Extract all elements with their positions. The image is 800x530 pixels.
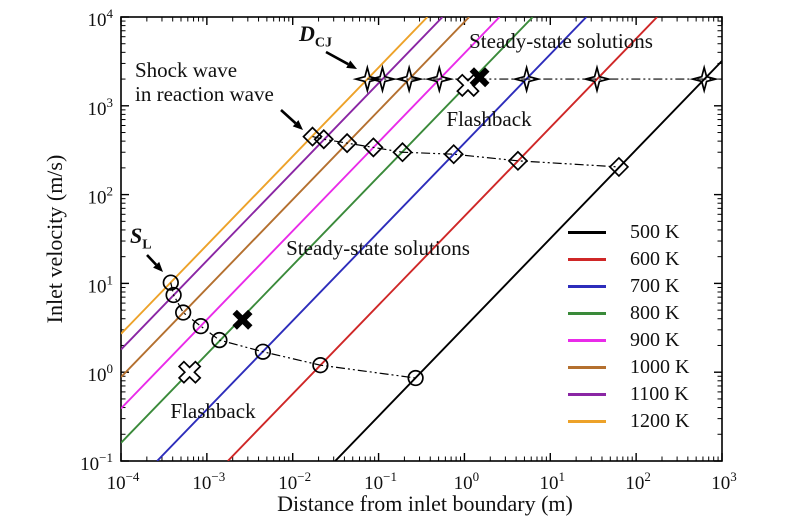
annotation-dcj: DCJ xyxy=(299,22,332,55)
axis-tick-label: 102 xyxy=(625,469,651,494)
axis-tick-label: 10−2 xyxy=(278,469,311,494)
axis-tick-label: 10−1 xyxy=(364,469,397,494)
legend-label: 800 K xyxy=(630,302,680,324)
detonation-star-marker xyxy=(352,64,383,94)
legend-line-swatch xyxy=(568,312,606,315)
axis-tick-label: 103 xyxy=(88,95,114,120)
legend: 500 K 600 K 700 K 800 K 900 K 1000 K 1100 K 120… xyxy=(568,219,689,435)
dcj-symbol: D xyxy=(299,21,315,46)
shock-wave-diamond-marker xyxy=(608,156,630,178)
shock-wave-arrow xyxy=(280,109,303,130)
plot-border xyxy=(120,16,723,462)
failed-case-filled-x-marker xyxy=(232,309,253,330)
detonation-star-marker xyxy=(424,64,455,94)
steady-flame-circle-marker xyxy=(211,331,228,349)
dcj-subscript: CJ xyxy=(314,35,333,51)
legend-row-1000-k: 1000 K xyxy=(568,354,689,381)
axis-tick-labels: 10−4 10−3 10−2 10−1 100 101 102 103 10−1 100 101 10… xyxy=(80,6,737,494)
axis-tick-label: 103 xyxy=(711,469,737,494)
failed-case-filled-x-marker xyxy=(469,67,490,88)
annotation-flashback-top: Flashback xyxy=(446,107,532,131)
shock-wave-diamond-marker xyxy=(392,142,413,163)
annotation-steady-state-top: Steady-state solutions xyxy=(469,29,653,53)
steady-flame-circle-marker xyxy=(407,369,424,387)
shock-wave-diamond-marker xyxy=(336,132,358,154)
legend-row-800-k: 800 K xyxy=(568,300,689,327)
legend-row-1100-k: 1100 K xyxy=(568,381,689,408)
steady-flame-circle-marker xyxy=(165,286,182,304)
legend-line-swatch xyxy=(568,285,606,288)
axis-tick-label: 100 xyxy=(88,361,114,386)
legend-line-swatch xyxy=(568,339,606,342)
legend-label: 900 K xyxy=(630,329,680,351)
axis-tick-label: 100 xyxy=(454,469,480,494)
steady-flame-circle-marker xyxy=(312,357,329,374)
legend-row-700-k: 700 K xyxy=(568,273,689,300)
axis-tick-label: 10−3 xyxy=(192,469,225,494)
detonation-star-marker xyxy=(394,64,424,94)
steady-flame-circle-marker xyxy=(254,343,272,360)
axis-tick-label: 101 xyxy=(540,469,566,494)
legend-line-swatch xyxy=(568,420,606,423)
axis-tick-label: 102 xyxy=(88,184,114,209)
legend-line-swatch xyxy=(568,366,606,369)
legend-row-500-k: 500 K xyxy=(568,219,689,246)
legend-label: 1200 K xyxy=(630,410,690,432)
laminar-branch-connector xyxy=(170,282,416,379)
axis-ticks xyxy=(120,16,723,462)
legend-label: 700 K xyxy=(630,275,680,297)
legend-label: 600 K xyxy=(630,248,680,270)
shock-wave-diamond-marker xyxy=(507,150,529,172)
shock-wave-diamond-marker xyxy=(313,129,334,150)
legend-row-900-k: 900 K xyxy=(568,327,689,354)
sl-arrow xyxy=(146,254,163,272)
x-axis-title: Distance from inlet boundary (m) xyxy=(277,491,573,516)
dcj-arrow xyxy=(325,50,357,69)
sl-symbol: S xyxy=(130,223,143,248)
steady-flame-circle-marker xyxy=(162,274,179,291)
temperature-line-700-k xyxy=(156,17,588,461)
temperature-line-600-k xyxy=(227,17,658,461)
legend-label: 500 K xyxy=(630,221,680,243)
annotation-shock-wave-in-reaction-wave: Shock wave in reaction wave xyxy=(135,58,274,106)
legend-line-swatch xyxy=(568,231,606,234)
axis-tick-label: 10−1 xyxy=(80,450,113,475)
legend-label: 1000 K xyxy=(630,356,690,378)
shock-wave-diamond-marker xyxy=(302,126,323,147)
annotation-flashback-bottom: Flashback xyxy=(170,399,256,423)
steady-flame-circle-marker xyxy=(175,304,192,321)
y-axis-title: Inlet velocity (m/s) xyxy=(42,154,67,324)
temperature-line-1100-k xyxy=(121,17,444,351)
markers xyxy=(162,64,720,387)
temperature-line-1200-k xyxy=(121,17,429,335)
legend-row-600-k: 600 K xyxy=(568,246,689,273)
annotation-sl: SL xyxy=(130,224,152,257)
axis-tick-label: 10−4 xyxy=(107,469,140,494)
axis-tick-label: 101 xyxy=(88,272,114,297)
legend-label: 1100 K xyxy=(630,383,689,405)
shock-wave-diamond-marker xyxy=(443,144,464,165)
temperature-line-500-k xyxy=(334,60,722,461)
detonation-star-marker xyxy=(511,64,542,94)
failed-case-open-x-marker xyxy=(177,360,202,384)
annotation-steady-state-mid: Steady-state solutions xyxy=(286,236,470,260)
legend-row-1200-k: 1200 K xyxy=(568,408,689,435)
detonation-star-marker xyxy=(367,64,398,94)
sl-subscript: L xyxy=(142,237,152,253)
legend-line-swatch xyxy=(568,258,606,261)
shock-wave-diamond-marker xyxy=(363,137,384,158)
steady-flame-circle-marker xyxy=(192,318,209,335)
detonation-star-marker xyxy=(689,64,720,94)
legend-line-swatch xyxy=(568,393,606,396)
axis-tick-label: 104 xyxy=(88,6,114,31)
detonation-star-marker xyxy=(582,64,612,94)
